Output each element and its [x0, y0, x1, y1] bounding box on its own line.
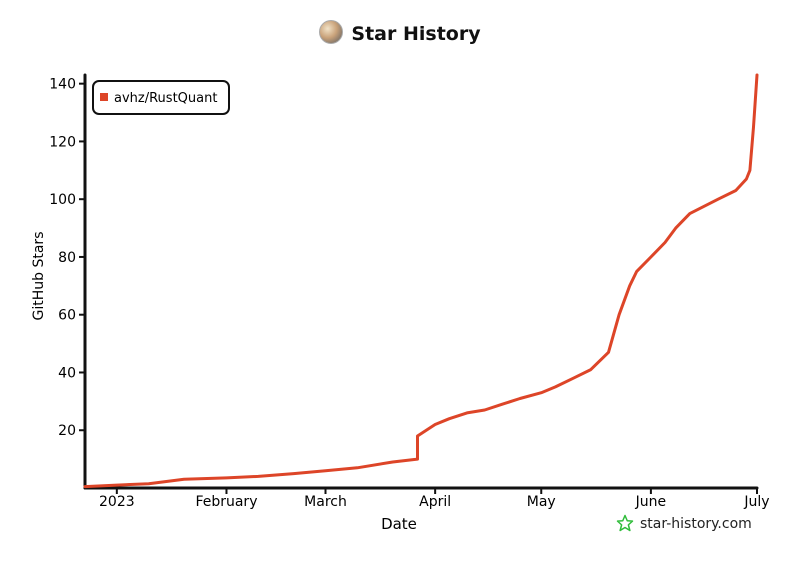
y-tick-label: 140	[49, 77, 76, 93]
y-tick-label: 20	[58, 423, 76, 439]
legend-box	[92, 80, 230, 115]
repo-owner-avatar-icon	[319, 20, 344, 44]
y-tick-label: 60	[58, 308, 76, 324]
x-tick-label: July	[743, 494, 769, 510]
x-tick-label: May	[527, 494, 556, 510]
x-tick-label: April	[419, 494, 451, 510]
x-tick-label: June	[635, 494, 667, 510]
legend-label: avhz/RustQuant	[114, 91, 217, 106]
x-tick-label: February	[195, 494, 257, 510]
y-tick-label: 120	[49, 134, 76, 150]
y-tick-label: 80	[58, 250, 76, 266]
x-tick-label: 2023	[99, 494, 135, 510]
chart-title: Star History	[351, 23, 481, 45]
series-line	[83, 73, 759, 489]
x-axis-label: Date	[381, 515, 417, 533]
x-tick-label: March	[304, 494, 347, 510]
y-axis-ticks: 20 40 60 80 100 120 140	[49, 77, 85, 439]
chart-series	[83, 73, 759, 489]
x-axis-ticks: 2023 February March April May June July	[99, 488, 770, 510]
chart-axes	[83, 73, 759, 490]
y-axis-label: GitHub Stars	[31, 232, 47, 321]
y-tick-label: 40	[58, 365, 76, 381]
watermark[interactable]: star-history.com	[616, 514, 752, 532]
legend-swatch	[100, 93, 108, 101]
star-outline-icon	[616, 514, 634, 532]
watermark-text: star-history.com	[640, 516, 752, 532]
y-tick-label: 100	[49, 192, 76, 208]
legend: avhz/RustQuant	[92, 80, 230, 115]
chart-title-row: Star History	[0, 20, 800, 45]
